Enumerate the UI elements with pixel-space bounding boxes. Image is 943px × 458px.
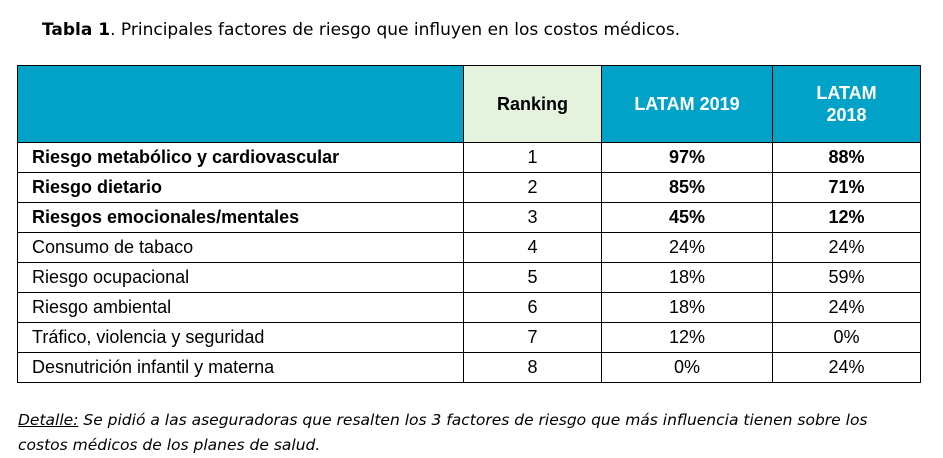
ranking-cell: 3 bbox=[463, 202, 602, 233]
latam-2018-cell: 0% bbox=[772, 322, 921, 353]
ranking-cell: 2 bbox=[463, 172, 602, 203]
table-row: Riesgo ocupacional 5 18% 59% bbox=[17, 262, 921, 293]
table-row: Riesgo ambiental 6 18% 24% bbox=[17, 292, 921, 323]
latam-2019-cell: 45% bbox=[601, 202, 773, 233]
factor-cell: Riesgo ocupacional bbox=[17, 262, 464, 293]
factor-cell: Riesgo ambiental bbox=[17, 292, 464, 323]
table-row: Tráfico, violencia y seguridad 7 12% 0% bbox=[17, 322, 921, 353]
ranking-cell: 8 bbox=[463, 352, 602, 383]
risk-factors-table: Ranking LATAM 2019 LATAM 2018 Riesgo met… bbox=[17, 65, 921, 383]
latam-2019-cell: 24% bbox=[601, 232, 773, 263]
ranking-cell: 7 bbox=[463, 322, 602, 353]
header-latam-2018: LATAM 2018 bbox=[772, 65, 921, 143]
latam-2019-cell: 0% bbox=[601, 352, 773, 383]
factor-cell: Riesgo dietario bbox=[17, 172, 464, 203]
latam-2018-cell: 24% bbox=[772, 352, 921, 383]
latam-2018-cell: 71% bbox=[772, 172, 921, 203]
ranking-cell: 4 bbox=[463, 232, 602, 263]
ranking-cell: 5 bbox=[463, 262, 602, 293]
latam-2019-cell: 97% bbox=[601, 142, 773, 173]
table-footnote: Detalle: Se pidió a las aseguradoras que… bbox=[18, 408, 918, 458]
footnote-text: Se pidió a las aseguradoras que resalten… bbox=[18, 411, 868, 454]
latam-2019-cell: 85% bbox=[601, 172, 773, 203]
table-row: Riesgo dietario 2 85% 71% bbox=[17, 172, 921, 203]
latam-2019-cell: 12% bbox=[601, 322, 773, 353]
header-ranking: Ranking bbox=[463, 65, 602, 143]
factor-cell: Tráfico, violencia y seguridad bbox=[17, 322, 464, 353]
latam-2018-cell: 24% bbox=[772, 292, 921, 323]
ranking-cell: 6 bbox=[463, 292, 602, 323]
latam-2018-cell: 24% bbox=[772, 232, 921, 263]
factor-cell: Consumo de tabaco bbox=[17, 232, 464, 263]
footnote-label: Detalle: bbox=[18, 411, 79, 429]
table-row: Riesgos emocionales/mentales 3 45% 12% bbox=[17, 202, 921, 233]
table-row: Consumo de tabaco 4 24% 24% bbox=[17, 232, 921, 263]
factor-cell: Desnutrición infantil y materna bbox=[17, 352, 464, 383]
ranking-cell: 1 bbox=[463, 142, 602, 173]
latam-2018-cell: 59% bbox=[772, 262, 921, 293]
header-row: Ranking LATAM 2019 LATAM 2018 bbox=[17, 65, 921, 143]
factor-cell: Riesgos emocionales/mentales bbox=[17, 202, 464, 233]
caption-text: . Principales factores de riesgo que inf… bbox=[110, 20, 681, 40]
latam-2019-cell: 18% bbox=[601, 292, 773, 323]
latam-2018-cell: 12% bbox=[772, 202, 921, 233]
table-row: Riesgo metabólico y cardiovascular 1 97%… bbox=[17, 142, 921, 173]
latam-2019-cell: 18% bbox=[601, 262, 773, 293]
caption-label: Tabla 1 bbox=[42, 20, 111, 40]
table-row: Desnutrición infantil y materna 8 0% 24% bbox=[17, 352, 921, 383]
factor-cell: Riesgo metabólico y cardiovascular bbox=[17, 142, 464, 173]
latam-2018-cell: 88% bbox=[772, 142, 921, 173]
header-factor bbox=[17, 65, 464, 143]
header-latam-2019: LATAM 2019 bbox=[601, 65, 773, 143]
table-caption: Tabla 1. Principales factores de riesgo … bbox=[42, 20, 680, 40]
